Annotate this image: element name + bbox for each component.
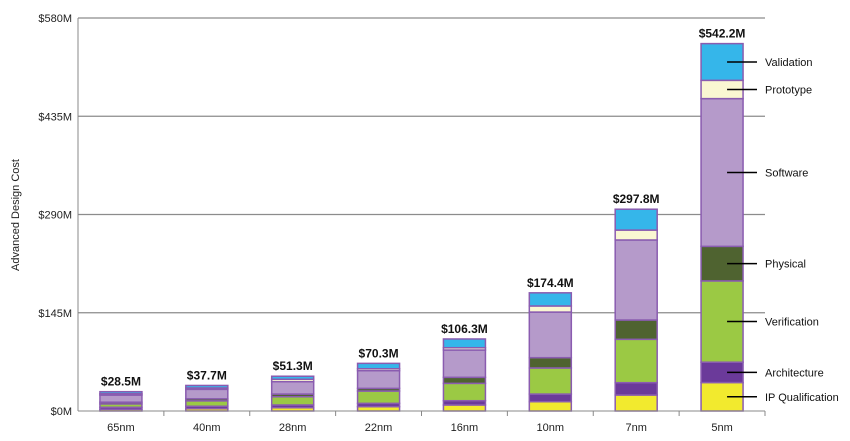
y-tick-label: $145M [38, 308, 72, 320]
legend-label: Physical [765, 259, 806, 271]
y-tick-label: $290M [38, 210, 72, 222]
bar-segment-ip-qualification [528, 400, 573, 412]
bar-segment-verification [614, 338, 658, 384]
legend-label: Software [765, 167, 808, 179]
legend-label: IP Qualification [765, 392, 839, 404]
legend: IP Qualification Architecture Verification… [727, 57, 839, 404]
y-tick-label: $0M [51, 406, 72, 418]
y-tick-label: $580M [38, 13, 72, 25]
legend-label: Validation [765, 57, 813, 69]
total-label: $51.3M [273, 359, 313, 373]
x-tick-label: 40nm [193, 422, 221, 434]
bar-segment-ip-qualification [442, 404, 487, 412]
bar-segment-prototype [614, 229, 658, 241]
bar-segment-validation [442, 338, 487, 349]
bar-segment-prototype [528, 305, 573, 313]
bar-segment-software [528, 311, 573, 359]
gridlines [78, 17, 765, 314]
total-label: $28.5M [101, 375, 141, 389]
bar-segment-validation [356, 362, 401, 370]
bar-segment-verification [528, 367, 573, 395]
y-tick-label: $435M [38, 111, 72, 123]
x-tick-label: 16nm [451, 422, 479, 434]
y-axis-label: Advanced Design Cost [10, 159, 22, 271]
bar-segment-software [356, 369, 401, 390]
total-label: $106.3M [441, 322, 488, 336]
bar-segment-software [614, 239, 658, 321]
bar-segment-validation [528, 292, 573, 307]
bar-segment-ip-qualification [614, 394, 658, 412]
bar-segment-verification [185, 400, 229, 408]
bar-segment-validation [614, 208, 658, 231]
bar-segment-validation [99, 390, 143, 395]
x-tick-label: 28nm [279, 422, 307, 434]
total-label: $70.3M [359, 346, 399, 360]
bar-segment-architecture [528, 393, 573, 403]
bar-segment-physical [528, 356, 573, 369]
total-label: $37.7M [187, 368, 227, 382]
x-tick-label: 22nm [365, 422, 393, 434]
bar-segment-physical [614, 319, 658, 341]
axes: $0M $145M $290M $435M $580M 65nm 40nm 28nm 22nm 1… [38, 13, 766, 434]
bar-segment-software [270, 380, 315, 395]
bar-segment-software [442, 349, 487, 379]
x-tick-label: 10nm [537, 422, 565, 434]
bars: $28.5M $37.7M $51.3M $70.3M $106.3M $174.4M $2… [99, 27, 746, 412]
bar-segment-verification [442, 382, 487, 402]
legend-label: Prototype [765, 84, 812, 96]
bar-segment-software [99, 394, 143, 403]
legend-label: Verification [765, 317, 819, 329]
bar-segment-physical [442, 376, 487, 385]
x-tick-label: 5nm [711, 422, 732, 434]
x-tick-label: 7nm [625, 422, 646, 434]
bar-segment-validation [270, 375, 315, 381]
bar-segment-validation [700, 42, 744, 82]
legend-label: Architecture [765, 367, 824, 379]
total-label: $297.8M [613, 192, 660, 206]
bar-segment-verification [270, 395, 315, 406]
total-label: $542.2M [699, 27, 746, 41]
x-tick-label: 65nm [107, 422, 135, 434]
bar-segment-software [185, 388, 229, 400]
bar-segment-architecture [614, 381, 658, 396]
bar-segment-validation [185, 384, 229, 389]
bar-segment-verification [356, 390, 401, 405]
total-label: $174.4M [527, 276, 574, 290]
